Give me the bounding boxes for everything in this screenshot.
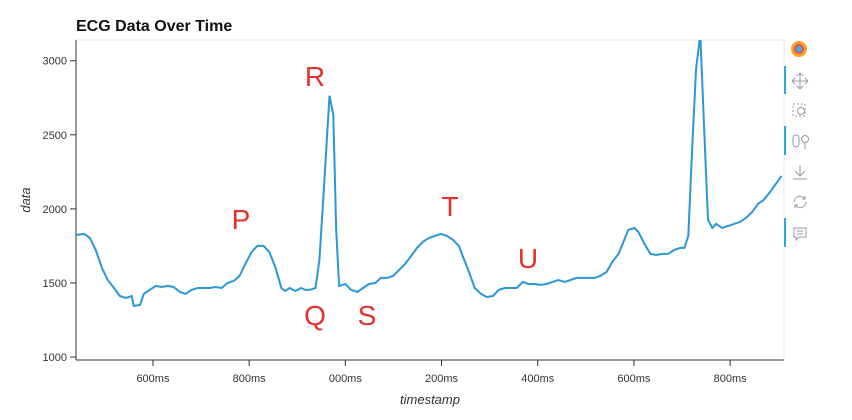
hover-tool[interactable] (793, 227, 807, 242)
annotation: R (305, 61, 325, 92)
x-tick-label: 000ms (329, 373, 363, 385)
bokeh-logo[interactable] (791, 41, 807, 57)
x-tick-label: 200ms (425, 373, 459, 385)
y-tick-label: 1000 (43, 352, 67, 364)
plot-frame (75, 39, 785, 361)
toolbar (784, 41, 809, 247)
x-tick-label: 800ms (714, 373, 748, 385)
ecg-line (76, 40, 783, 308)
save-tool[interactable] (793, 165, 807, 180)
annotation: S (358, 300, 377, 331)
annotation: U (518, 243, 538, 274)
x-tick-label: 400ms (521, 373, 555, 385)
x-tick-label: 600ms (617, 373, 651, 385)
annotation: Q (304, 300, 326, 331)
x-tick-label: 600ms (136, 373, 170, 385)
reset-tool[interactable] (793, 195, 807, 209)
chart-title: ECG Data Over Time (76, 18, 232, 35)
y-tick-label: 3000 (43, 56, 67, 68)
wheel-zoom-tool[interactable] (792, 134, 809, 149)
box-zoom-tool[interactable] (792, 103, 806, 117)
y-axis-label: data (18, 187, 33, 212)
annotation: P (232, 204, 251, 235)
y-tick-label: 2500 (43, 130, 67, 142)
y-tick-label: 2000 (43, 204, 67, 216)
y-tick-label: 1500 (43, 278, 67, 290)
x-tick-label: 800ms (233, 373, 267, 385)
x-axis-label: timestamp (400, 392, 460, 407)
pan-tool[interactable] (791, 72, 809, 90)
annotation: T (441, 191, 458, 222)
